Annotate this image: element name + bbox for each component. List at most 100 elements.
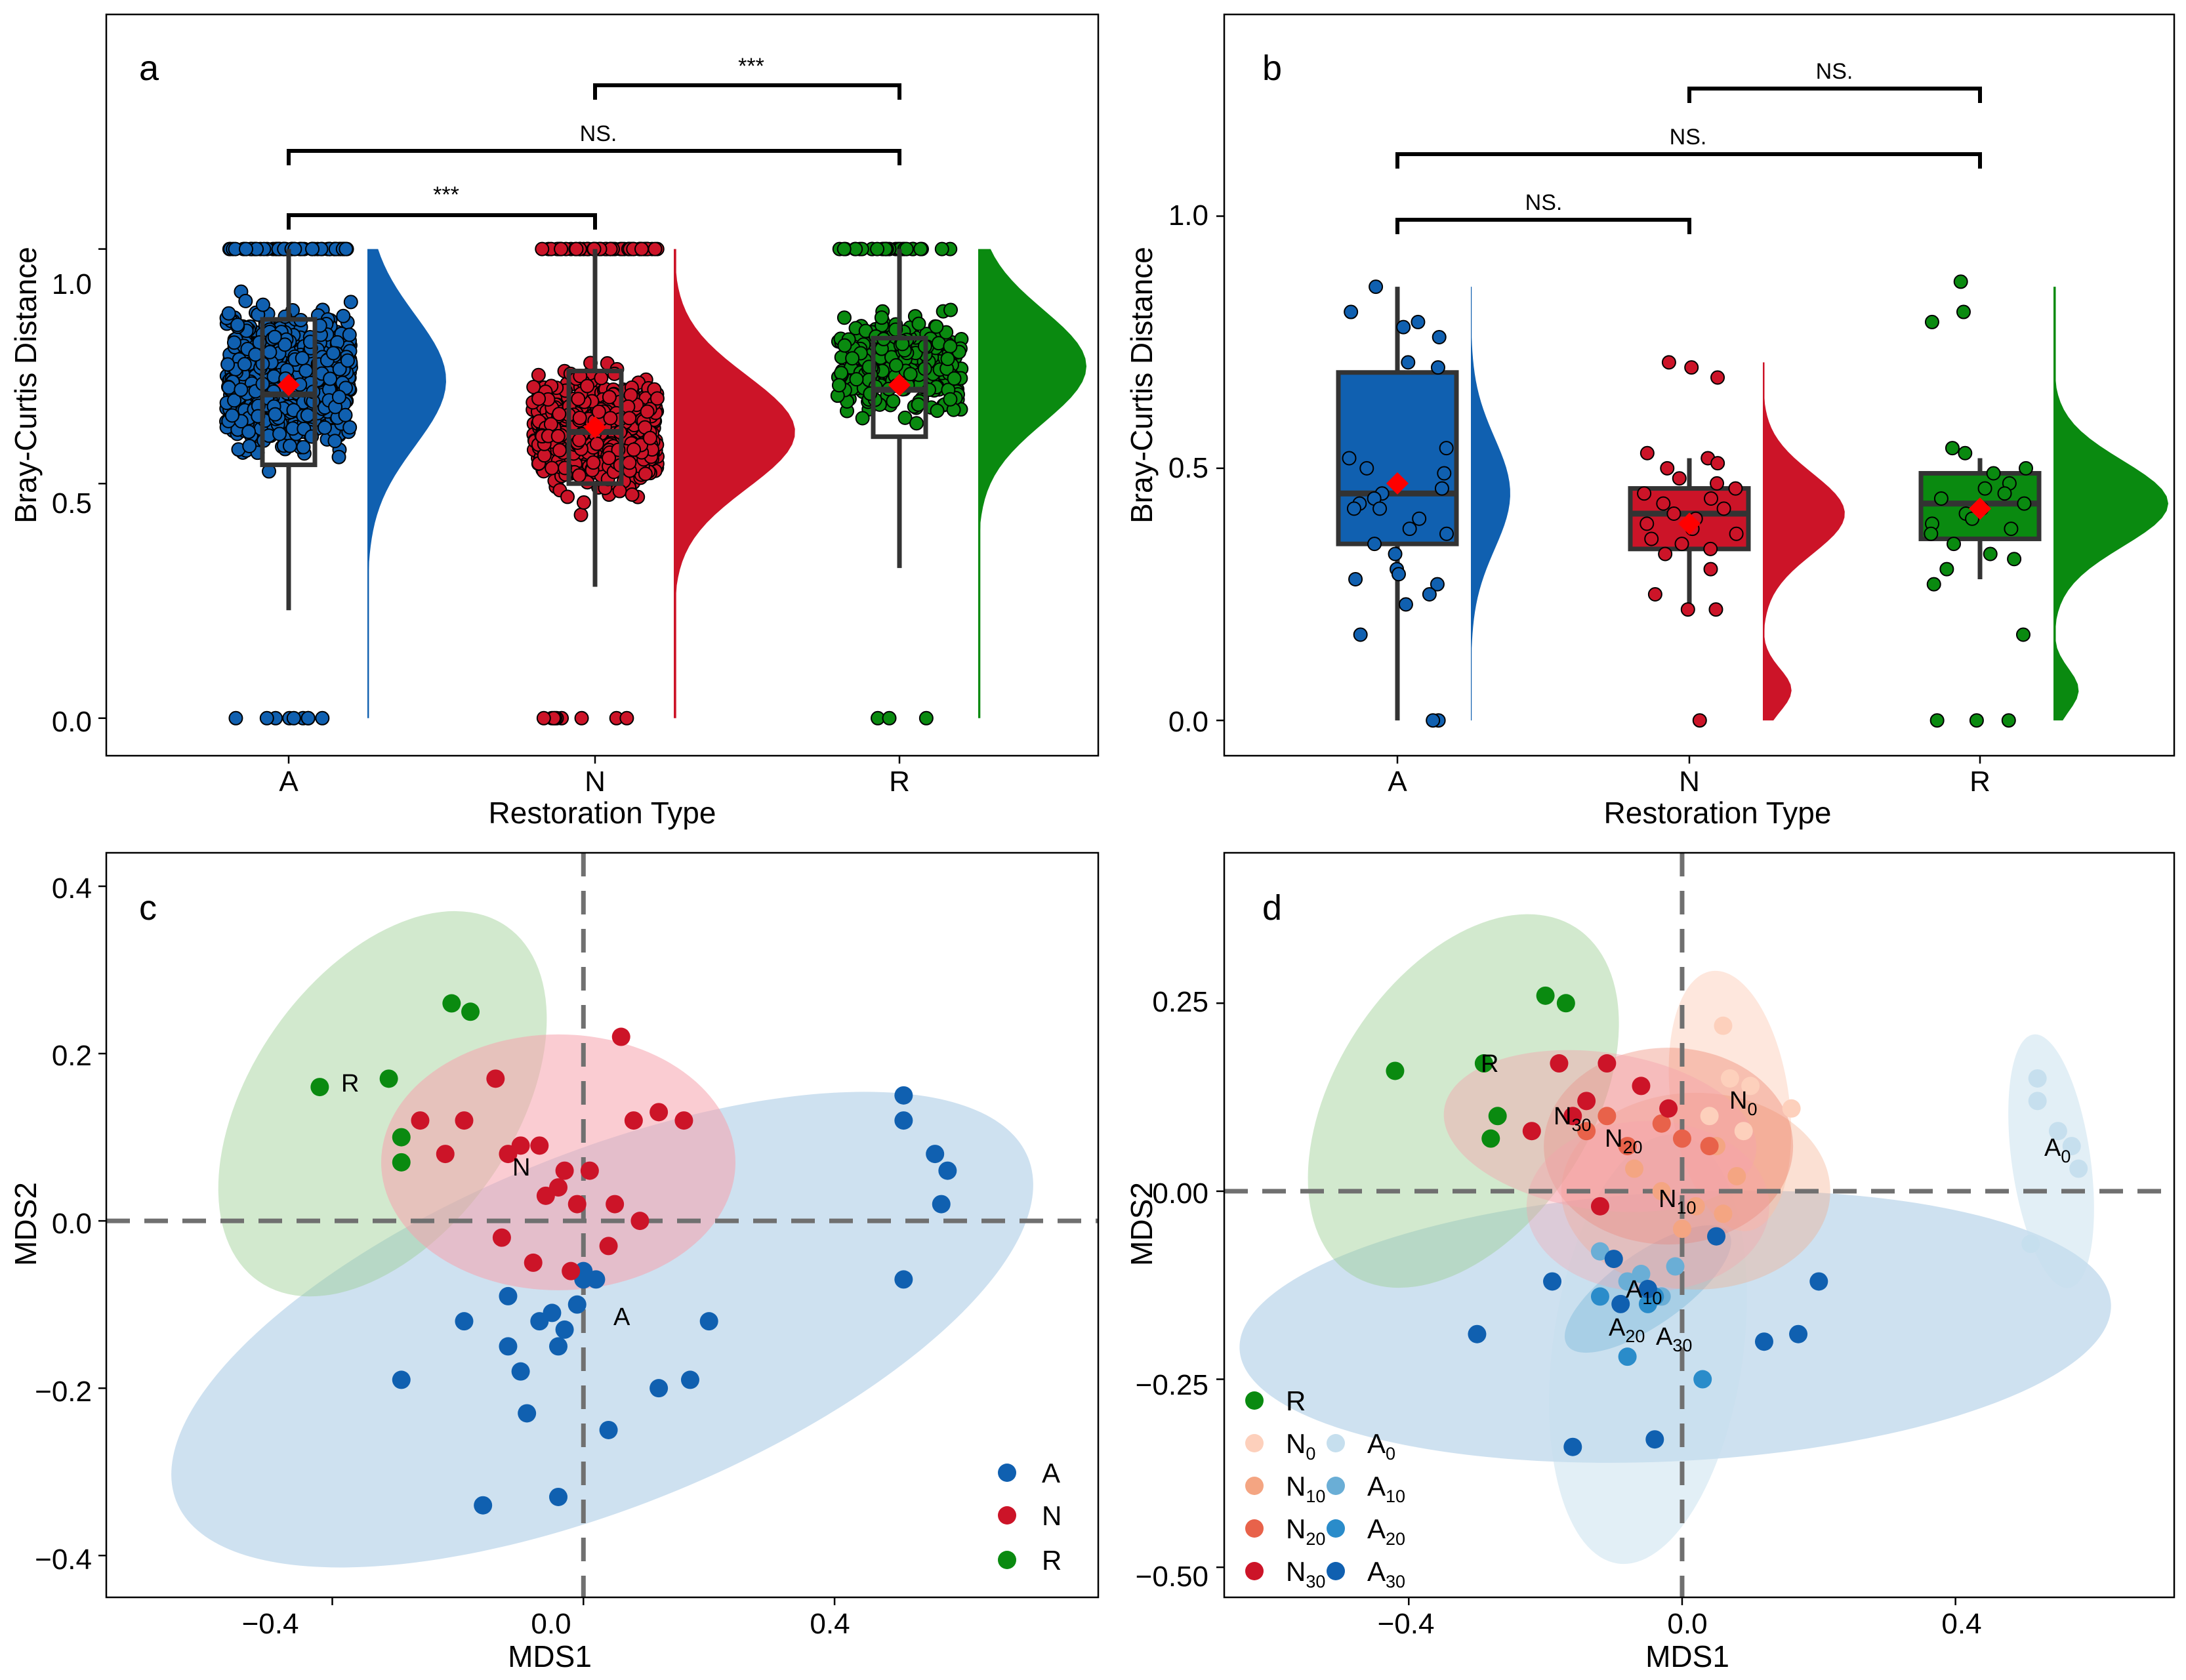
sig-bracket-N-R [1687,87,1982,103]
d-legend-key-A10 [1327,1477,1345,1495]
c-ytick-1: −0.2 [35,1376,92,1408]
point-A30 [1707,1227,1726,1246]
point-N0 [1700,1107,1719,1126]
point-A30 [1809,1272,1828,1291]
point-A [1342,451,1357,466]
point-A20 [1590,1287,1609,1306]
density-R [2053,287,2168,721]
d-legend-key-R [1245,1391,1264,1410]
point-R [836,241,852,256]
point-R [1556,994,1575,1013]
c-centroid-N: N [512,1154,530,1181]
d-legend-key-A30 [1327,1562,1345,1580]
point-R [2001,713,2016,728]
point-R [855,411,870,426]
panel-b-label: b [1262,49,1282,88]
b-ytick-2: 1.0 [1168,199,1208,232]
a-xtick-A: A [279,766,299,798]
point-A [1437,466,1452,481]
point-R [2018,461,2033,476]
point-R [1488,1107,1507,1126]
c-ytick-4: 0.4 [52,872,92,905]
c-legend-key-A [998,1464,1016,1482]
point-A30 [1563,1437,1582,1456]
point-A [238,241,253,256]
point-A10 [1618,1272,1637,1291]
point-N [555,1161,574,1180]
d-legend-label-N30: N30 [1286,1556,1325,1591]
point-N [622,455,637,470]
d-legend-label-N10: N10 [1286,1471,1325,1506]
c-xlabel: MDS1 [508,1639,592,1673]
point-N [571,468,587,483]
point-A [1402,522,1417,537]
a-xtick-R: R [889,766,910,798]
point-A30 [1543,1272,1562,1291]
sig-label-a-1: *** [738,54,764,79]
point-N [571,432,587,447]
point-R [899,241,914,256]
point-N [602,390,617,405]
point-R [874,310,889,325]
ellipse-N [381,1034,736,1290]
panel-d-ellipses [1239,914,2111,1565]
point-A [282,438,297,453]
c-ytick-2: 0.0 [52,1208,92,1240]
point-A [342,327,357,342]
d-centroid-N0: N0 [1729,1087,1757,1119]
point-A [238,293,253,308]
point-A0 [2028,1092,2047,1111]
b-ytick-0: 0.0 [1168,706,1208,738]
box-N [566,369,624,486]
point-N [549,1178,568,1197]
point-N [638,466,653,481]
point-A10 [1666,1257,1685,1276]
d-centroid-A20: A20 [1609,1314,1645,1346]
point-R [1924,526,1939,541]
point-N [554,241,569,256]
point-N [1692,713,1707,728]
point-A [1411,314,1426,329]
point-R [943,338,958,354]
point-N30 [1522,1122,1541,1141]
point-R [882,710,897,726]
point-N [642,430,657,445]
point-N [486,1069,505,1088]
point-A [234,382,249,398]
panel-c-ellipses [171,911,1033,1568]
panel-c-legend: A N R [998,1458,1062,1576]
point-A [299,363,314,379]
point-N [1728,481,1743,496]
point-R [1481,1129,1500,1148]
point-N [536,710,551,726]
point-R [940,352,955,367]
d-ytick-0: −0.50 [1136,1561,1208,1593]
point-A [300,710,316,726]
d-legend-key-A0 [1327,1434,1345,1452]
point-N [1710,456,1725,471]
point-N [630,1212,650,1231]
point-N [602,451,617,466]
point-A [1412,511,1427,526]
panel-d-axes [1216,1002,1956,1605]
point-R [913,241,928,256]
point-A [499,1337,518,1356]
d-centroid-N10: N10 [1659,1185,1697,1218]
point-A [278,337,293,352]
density-A [1471,287,1510,721]
point-A [323,371,338,386]
point-A [1348,571,1363,586]
point-N [1666,506,1681,522]
point-A30 [1754,1332,1773,1351]
point-A [340,353,355,368]
point-R [911,397,926,412]
point-A [1353,627,1368,642]
panel-d-centroid-labels: R N30 N20 N0 N10 A0 A10 A20 A30 [1481,1050,2071,1355]
point-A [1369,279,1384,295]
point-N20 [1618,1137,1637,1156]
point-N0 [1734,1122,1753,1141]
point-A [221,380,236,395]
panel-a: a *** NS. *** 0.0 0.5 1.0 A N R Restorat… [9,13,1100,830]
c-ylabel: MDS2 [9,1182,43,1266]
c-legend-label-A: A [1042,1458,1060,1488]
